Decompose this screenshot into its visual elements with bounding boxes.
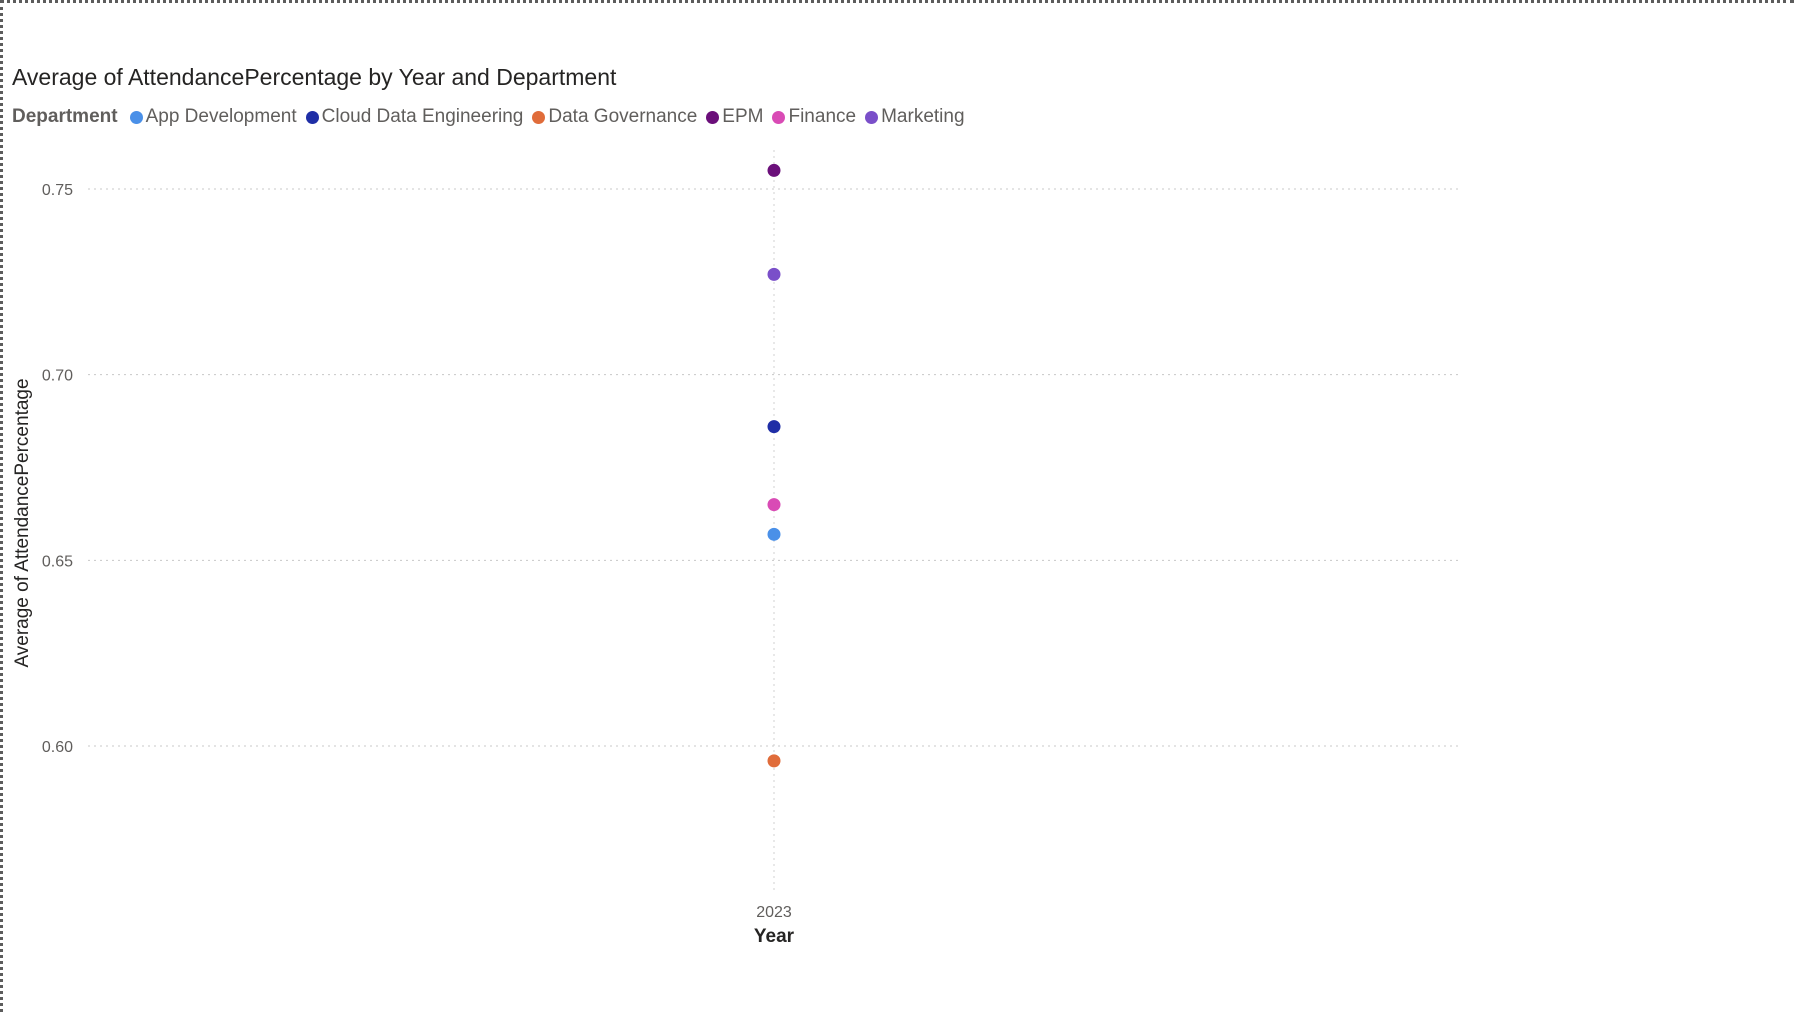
legend-item-marketing[interactable]: Marketing [865, 106, 965, 128]
legend-item-app-development[interactable]: App Development [129, 106, 297, 128]
legend-swatch-icon [772, 110, 786, 124]
x-axis-title: Year [753, 926, 795, 947]
legend-swatch-icon [129, 110, 143, 124]
data-point[interactable] [767, 420, 781, 434]
legend-swatch-icon [706, 110, 720, 124]
legend-title: Department [12, 106, 118, 127]
y-tick-label: 0.70 [42, 368, 73, 385]
data-point[interactable] [767, 754, 781, 768]
y-tick-label: 0.75 [42, 182, 73, 199]
legend-label: Marketing [881, 106, 965, 127]
legend-swatch-icon [305, 110, 319, 124]
data-point[interactable] [767, 163, 781, 177]
data-point[interactable] [767, 527, 781, 541]
x-tick-label: 2023 [756, 904, 792, 921]
y-tick-label: 0.65 [42, 553, 73, 570]
legend-item-epm[interactable]: EPM [706, 106, 763, 128]
legend: Department App Development Cloud Data En… [12, 106, 974, 128]
legend-label: Data Governance [548, 106, 698, 127]
data-point[interactable] [767, 267, 781, 281]
data-point[interactable] [767, 498, 781, 512]
legend-item-cloud-data-engineering[interactable]: Cloud Data Engineering [305, 106, 524, 128]
legend-label: EPM [722, 106, 764, 127]
legend-item-finance[interactable]: Finance [772, 106, 856, 128]
chart-title: Average of AttendancePercentage by Year … [12, 64, 617, 90]
legend-label: Finance [788, 106, 857, 127]
legend-swatch-icon [532, 110, 546, 124]
legend-swatch-icon [865, 110, 879, 124]
legend-item-data-governance[interactable]: Data Governance [532, 106, 697, 128]
legend-label: Cloud Data Engineering [321, 106, 524, 127]
y-tick-label: 0.60 [42, 739, 73, 756]
legend-label: App Development [145, 106, 297, 127]
